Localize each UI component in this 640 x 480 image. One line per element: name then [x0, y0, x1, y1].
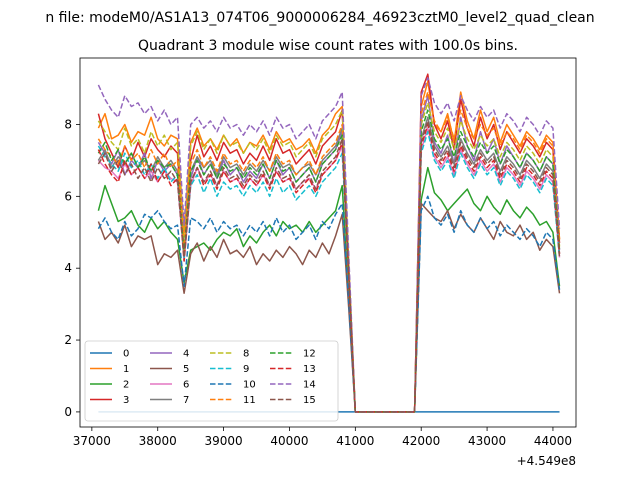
- series-line-8: [97, 102, 561, 413]
- legend-label-1: 1: [123, 364, 129, 375]
- chart-title: Quadrant 3 module wise count rates with …: [138, 38, 518, 54]
- series-line-15: [97, 120, 561, 413]
- series-line-12: [97, 109, 561, 413]
- legend-label-14: 14: [303, 380, 316, 391]
- legend-label-2: 2: [123, 380, 129, 391]
- x-axis-offset-label: +4.549e8: [517, 454, 576, 468]
- x-axis: 37000 38000 39000 40000 41000 42000 43000 44000: [73, 427, 572, 448]
- x-tick-label: 42000: [402, 434, 440, 448]
- y-tick-label: 0: [64, 405, 72, 419]
- legend-label-15: 15: [303, 395, 316, 406]
- legend-label-9: 9: [243, 364, 249, 375]
- legend-label-8: 8: [243, 349, 249, 360]
- legend-label-0: 0: [123, 349, 129, 360]
- series-line-7: [97, 116, 561, 413]
- x-tick-label: 39000: [205, 434, 243, 448]
- series-line-14: [97, 77, 561, 413]
- y-tick-label: 8: [64, 117, 72, 131]
- legend-box: [84, 340, 339, 422]
- plot-frame: [79, 57, 577, 428]
- figure-suptitle: n file: modeM0/AS1A13_074T06_9000006284_…: [45, 10, 594, 26]
- legend-label-6: 6: [183, 380, 189, 391]
- series-line-10: [97, 195, 561, 413]
- y-tick-label: 6: [64, 189, 72, 203]
- y-axis: 0 2 4 6 8: [64, 117, 80, 419]
- legend-label-11: 11: [243, 395, 256, 406]
- legend-label-10: 10: [243, 380, 256, 391]
- x-tick-label: 43000: [468, 434, 506, 448]
- series-line-3: [97, 73, 561, 413]
- series-line-1: [97, 80, 561, 413]
- legend-label-7: 7: [183, 395, 189, 406]
- y-tick-label: 2: [64, 333, 72, 347]
- series-line-13: [97, 123, 561, 413]
- legend-label-12: 12: [303, 349, 316, 360]
- series-line-9: [97, 130, 561, 413]
- series-layer: [97, 73, 561, 413]
- legend-label-4: 4: [183, 349, 189, 360]
- x-tick-label: 37000: [73, 434, 111, 448]
- x-tick-label: 44000: [534, 434, 572, 448]
- series-line-2: [97, 166, 561, 413]
- legend-label-3: 3: [123, 395, 129, 406]
- x-tick-label: 41000: [336, 434, 374, 448]
- x-tick-label: 40000: [270, 434, 308, 448]
- y-tick-label: 4: [64, 261, 72, 275]
- x-tick-label: 38000: [139, 434, 177, 448]
- legend-label-13: 13: [303, 364, 316, 375]
- legend-label-5: 5: [183, 364, 189, 375]
- series-line-11: [97, 91, 561, 413]
